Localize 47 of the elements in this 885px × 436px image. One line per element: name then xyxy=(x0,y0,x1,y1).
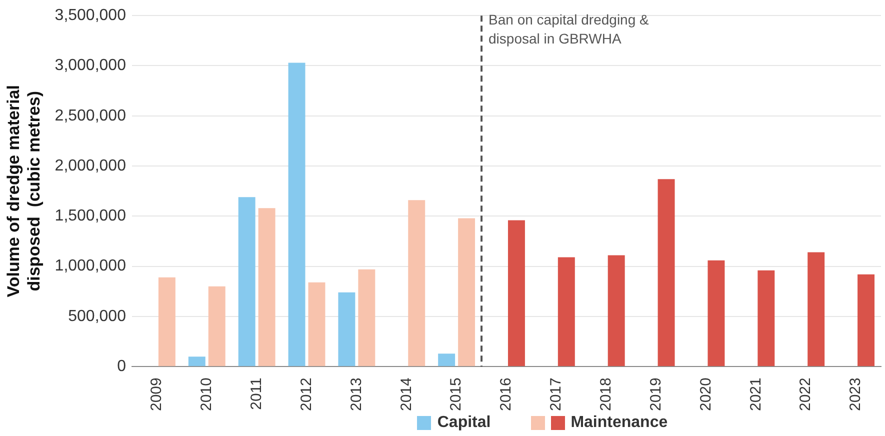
bar xyxy=(208,286,226,366)
y-tick-label: 500,000 xyxy=(68,308,126,325)
bar xyxy=(658,179,675,366)
y-tick-label: 3,000,000 xyxy=(54,57,126,74)
y-tick-label: 2,500,000 xyxy=(54,107,126,124)
y-tick-label: 1,500,000 xyxy=(54,208,126,225)
bar xyxy=(858,274,875,366)
bar xyxy=(338,292,356,366)
x-tick-label: 2012 xyxy=(298,378,315,412)
bar xyxy=(308,282,326,366)
ref-line-label: Ban on capital dredging & disposal in GBRWHA xyxy=(488,11,650,46)
y-tick-label: 1,000,000 xyxy=(54,258,126,275)
bar xyxy=(258,208,276,366)
y-axis-title: Volume of dredge material disposed (cubic metres) xyxy=(4,85,44,298)
bar xyxy=(238,197,256,366)
x-tick-label: 2020 xyxy=(697,378,714,412)
bar xyxy=(608,255,625,366)
x-tick-label: 2009 xyxy=(148,378,166,412)
x-tick-label: 2018 xyxy=(598,378,614,412)
bar xyxy=(188,356,206,366)
bar xyxy=(408,200,426,366)
bar xyxy=(508,220,525,366)
x-tick-label: 2021 xyxy=(747,378,764,412)
x-tick-label: 2019 xyxy=(647,378,664,412)
bar xyxy=(758,270,775,366)
x-tick-label: 2023 xyxy=(847,378,864,412)
bar xyxy=(708,260,725,366)
y-tick-label: 0 xyxy=(117,358,126,376)
bar xyxy=(358,269,376,366)
x-tick-label: 2013 xyxy=(348,378,365,412)
bar xyxy=(288,62,306,366)
y-tick-label: 2,000,000 xyxy=(54,157,126,174)
x-tick-label: 2015 xyxy=(448,378,465,412)
x-tick-label: 2010 xyxy=(198,378,216,412)
legend-label: Maintenance xyxy=(570,414,668,432)
bar xyxy=(558,257,575,366)
x-tick-label: 2022 xyxy=(797,378,814,412)
legend-label: Capital xyxy=(437,414,491,432)
x-tick-label: 2017 xyxy=(548,378,565,412)
y-tick-label: 3,500,000 xyxy=(54,7,126,24)
x-tick-label: 2016 xyxy=(498,378,515,412)
x-tick-label: 2014 xyxy=(398,378,415,412)
bar xyxy=(808,252,825,366)
bar xyxy=(458,218,476,366)
x-tick-label: 2011 xyxy=(248,378,265,410)
bar xyxy=(158,277,176,366)
bar xyxy=(438,354,456,366)
